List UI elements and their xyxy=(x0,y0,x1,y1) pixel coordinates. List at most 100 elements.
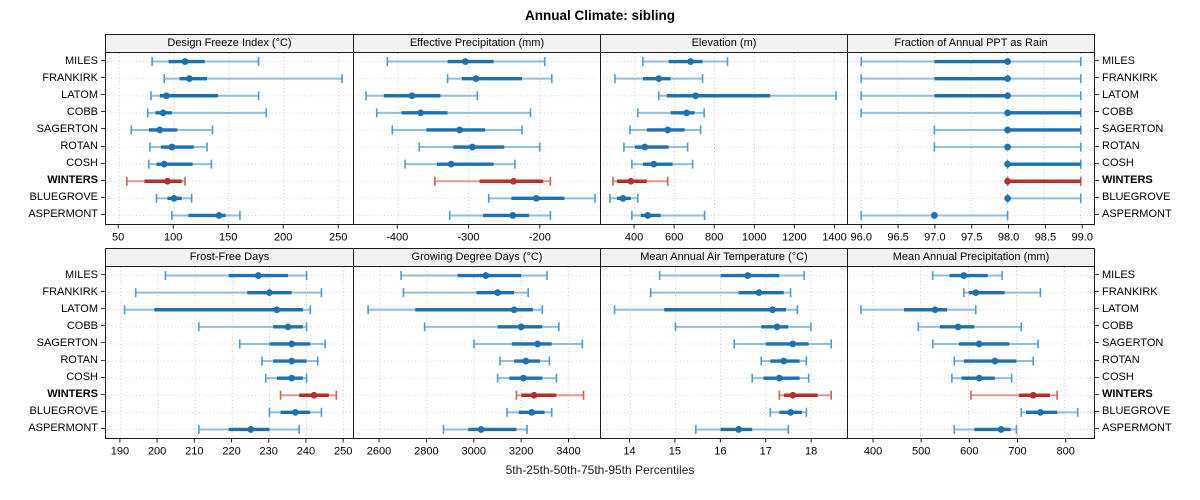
whisker-cobb xyxy=(637,108,705,118)
whisker-miles xyxy=(151,57,260,67)
station-label: LATOM xyxy=(9,300,105,317)
station-label: ASPERMONT xyxy=(1095,420,1191,437)
median-dot xyxy=(1037,408,1044,416)
median-dot xyxy=(687,58,695,65)
whisker-latom xyxy=(657,91,837,101)
whisker-sagerton xyxy=(933,125,1082,135)
axis-tick-label: 400 xyxy=(863,446,881,458)
panel-title: Growing Degree Days (°C) xyxy=(411,251,543,263)
axis-tick-label: 97.0 xyxy=(924,232,945,244)
median-dot xyxy=(522,357,530,365)
median-dot xyxy=(288,357,296,365)
median-dot xyxy=(954,323,962,331)
axis-tick-label: 150 xyxy=(219,232,237,244)
station-label: WINTERS xyxy=(1095,172,1191,189)
station-label: LATOM xyxy=(1095,86,1191,103)
median-dot xyxy=(773,323,781,331)
median-dot xyxy=(288,374,296,382)
station-label: ASPERMONT xyxy=(9,206,105,223)
axis-tick-label: 210 xyxy=(185,446,203,458)
station-label: WINTERS xyxy=(1095,386,1191,403)
median-dot xyxy=(1004,75,1011,83)
median-dot xyxy=(254,272,262,279)
axis-tick-label: 18 xyxy=(805,446,817,458)
median-dot xyxy=(975,374,983,382)
panel-header: Mean Annual Precipitation (mm) xyxy=(848,249,1094,267)
panel-fraction-ppt-rain: Fraction of Annual PPT as Rain xyxy=(847,35,1094,224)
median-dot xyxy=(1004,58,1011,65)
whisker-miles xyxy=(931,271,1003,281)
panel-effective-precipitation: Effective Precipitation (mm) xyxy=(353,35,600,224)
axis-tick-label: 3400 xyxy=(556,446,581,458)
fraction-ppt-rain-axis: 96.0 96.5 97.0 97.5 98.0 98.5 99.0 xyxy=(850,224,1092,244)
whisker-aspermont xyxy=(171,210,241,220)
station-labels-left-bottom: MILES FRANKIRK LATOM COBB SAGERTON ROTAN COSH W… xyxy=(9,248,105,439)
median-dot xyxy=(170,194,178,202)
median-dot xyxy=(627,177,635,185)
growing-degree-days-axis: 2600 2800 3000 3200 3400 xyxy=(366,438,581,458)
axis-tick-label: 800 xyxy=(705,232,723,244)
whisker-miles xyxy=(386,57,546,67)
median-dot xyxy=(469,143,476,151)
panel-header: Fraction of Annual PPT as Rain xyxy=(848,35,1094,53)
whisker-cosh xyxy=(1004,159,1082,169)
median-dot xyxy=(780,357,788,365)
median-dot xyxy=(991,357,999,365)
station-label: ASPERMONT xyxy=(1095,206,1191,223)
median-dot xyxy=(310,391,318,399)
median-dot xyxy=(769,306,776,314)
axis-tick-label: 100 xyxy=(164,232,182,244)
median-dot xyxy=(641,143,649,151)
median-dot xyxy=(775,374,783,382)
whisker-frankirk xyxy=(163,74,343,84)
whisker-winters xyxy=(434,176,552,186)
whisker-winters xyxy=(778,390,832,400)
whisker-latom xyxy=(365,91,479,101)
whisker-rotan xyxy=(149,142,208,152)
axis-tick-label: 1000 xyxy=(742,232,767,244)
station-label: BLUEGROVE xyxy=(1095,403,1191,420)
median-dot xyxy=(408,92,416,100)
axis-row-top: 50 100 150 200 250 -400 -300 -200 400 600 800 100… xyxy=(9,224,1191,248)
median-dot xyxy=(156,126,164,134)
median-dot xyxy=(520,374,527,382)
panel-title: Fraction of Annual PPT as Rain xyxy=(894,37,1048,49)
axis-tick-label: 2800 xyxy=(414,446,439,458)
panel-header: Growing Degree Days (°C) xyxy=(354,249,600,267)
station-label: BLUEGROVE xyxy=(9,189,105,206)
median-dot xyxy=(417,109,425,117)
panel-frost-free-days: Frost-Free Days xyxy=(106,249,353,438)
axis-tick-label: 800 xyxy=(1056,446,1074,458)
chart-caption: 5th-25th-50th-75th-95th Percentiles xyxy=(505,463,695,477)
whisker-frankirk xyxy=(402,288,529,298)
panel-elevation: Elevation (m) xyxy=(600,35,847,224)
whisker-frankirk xyxy=(860,74,1082,84)
median-dot xyxy=(683,109,691,117)
axis-tick-label: -300 xyxy=(457,232,479,244)
station-label: COBB xyxy=(9,317,105,334)
whisker-bluegrove xyxy=(769,407,808,417)
whisker-bluegrove xyxy=(155,193,193,203)
whisker-aspermont xyxy=(694,424,790,434)
whisker-bluegrove xyxy=(1004,193,1082,203)
median-dot xyxy=(162,92,170,100)
axis-tick-label: 250 xyxy=(329,232,347,244)
whisker-frankirk xyxy=(649,288,792,298)
panel-header: Elevation (m) xyxy=(601,35,847,53)
whisker-cobb xyxy=(860,108,1082,118)
median-dot xyxy=(960,272,968,279)
station-label: SAGERTON xyxy=(9,334,105,351)
median-dot xyxy=(1004,194,1011,202)
median-dot xyxy=(284,323,292,331)
station-label: ROTAN xyxy=(1095,351,1191,368)
median-dot xyxy=(619,194,627,202)
panel-mean-annual-precipitation: Mean Annual Precipitation (mm) xyxy=(847,249,1094,438)
whisker-cobb xyxy=(423,322,560,332)
median-dot xyxy=(534,340,542,348)
median-dot xyxy=(447,160,455,168)
station-labels-right-top: MILES FRANKIRK LATOM COBB SAGERTON ROTAN COSH W… xyxy=(1095,34,1191,225)
median-dot xyxy=(931,306,939,314)
median-dot xyxy=(164,177,171,185)
median-dot xyxy=(528,408,536,416)
whisker-winters xyxy=(612,176,669,186)
